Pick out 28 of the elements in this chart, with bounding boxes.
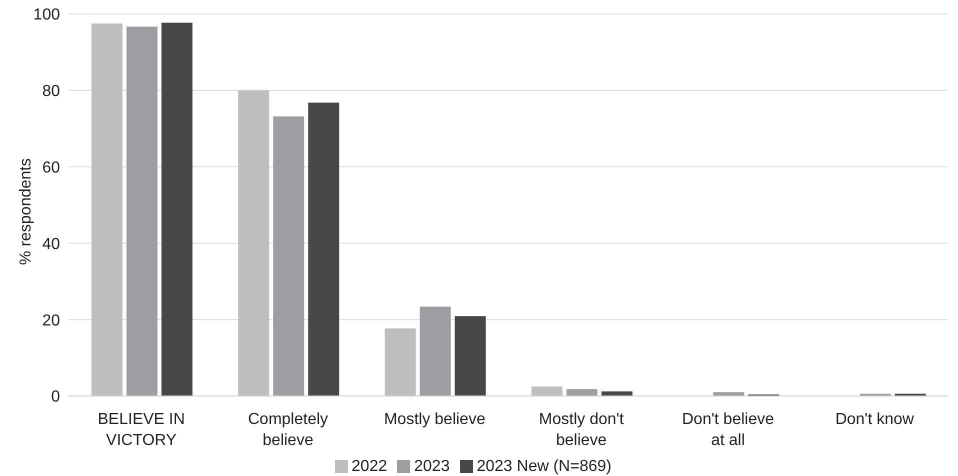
bar	[161, 22, 192, 396]
bar	[308, 102, 340, 396]
y-tick-label: 20	[42, 312, 60, 330]
bar	[384, 328, 416, 396]
x-tick-label: Completely believe	[248, 411, 328, 449]
bar	[454, 316, 486, 396]
bar	[238, 90, 270, 396]
x-tick-label: BELIEVE IN VICTORY	[98, 411, 185, 449]
legend-label: 2022	[352, 458, 388, 475]
bar	[420, 306, 451, 396]
x-tick-label: Don't believe at all	[682, 411, 774, 449]
x-tick-label: Mostly don't believe	[538, 411, 624, 449]
legend-label: 2023	[414, 458, 450, 475]
legend-label: 2023 New (N=869)	[476, 458, 612, 475]
bar	[713, 392, 744, 396]
y-tick-label: 40	[42, 236, 60, 253]
y-tick-label: 100	[33, 6, 60, 24]
bar	[126, 26, 158, 396]
bar	[91, 24, 122, 396]
y-tick-label: 60	[42, 159, 60, 176]
bar	[273, 116, 304, 396]
y-axis-title: % respondents	[18, 158, 35, 265]
y-tick-label: 0	[51, 388, 60, 406]
x-tick-label: Mostly believe	[384, 411, 486, 428]
bar	[566, 389, 598, 396]
y-tick-label: 80	[42, 83, 60, 100]
x-tick-label: Don't know	[835, 411, 914, 428]
bar	[531, 386, 562, 396]
